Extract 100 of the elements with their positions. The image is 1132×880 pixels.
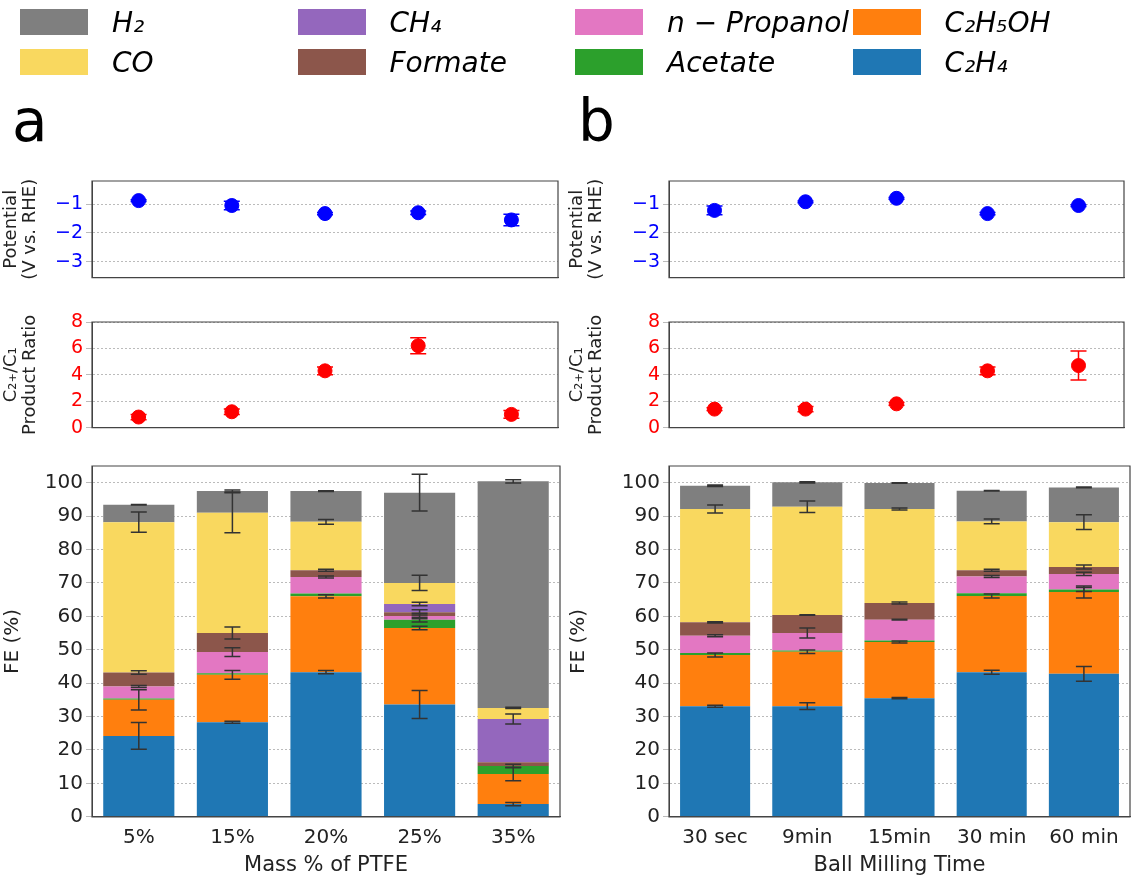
legend-label: CH₄ [389, 5, 442, 39]
y-tick-label: −3 [54, 248, 83, 271]
x-tick-label: 60 min [1049, 824, 1119, 848]
y-tick-label: 90 [634, 502, 660, 527]
bar [864, 602, 935, 620]
bar [196, 722, 268, 817]
bar [680, 706, 751, 817]
bar [477, 718, 549, 763]
y-tick-label: 40 [634, 669, 660, 694]
bar [290, 672, 362, 817]
x-tick-label: 30 sec [682, 824, 748, 848]
y-axis-title: Potential (V vs. RHE) [0, 178, 40, 280]
bar [864, 483, 935, 510]
bar [196, 652, 268, 674]
y-tick-label: 0 [647, 414, 660, 437]
y-axis-title: Potential (V vs. RHE) [565, 178, 606, 280]
bar [196, 491, 268, 513]
bar [196, 512, 268, 634]
y-axis-title: C₂₊/C₁ Product Ratio [0, 314, 40, 435]
y-tick-label: 0 [70, 414, 83, 437]
x-tick-label: 15min [867, 824, 932, 848]
bar [864, 698, 935, 817]
bar [772, 482, 843, 507]
legend-label: C₂H₅OH [944, 5, 1051, 39]
y-axis-title: FE (%) [0, 608, 23, 674]
bar [1048, 673, 1119, 817]
x-axis-title: Ball Milling Time [813, 851, 986, 876]
bar [477, 766, 549, 775]
y-tick-label: 80 [634, 535, 660, 560]
bar [680, 485, 751, 510]
bar [477, 707, 549, 719]
x-tick-label: 35% [490, 824, 536, 848]
bar [772, 506, 843, 616]
y-tick-label: 4 [70, 361, 83, 384]
y-tick-label: 60 [634, 602, 660, 627]
y-tick-label: 50 [57, 635, 83, 660]
y-tick-label: 70 [634, 569, 660, 594]
y-tick-label: 20 [634, 736, 660, 761]
bar [772, 706, 843, 817]
y-tick-label: 2 [647, 388, 660, 411]
bar [772, 651, 843, 707]
bar [103, 672, 175, 687]
legend-label: H₂ [112, 5, 145, 39]
y-tick-label: −2 [54, 219, 83, 242]
bar [196, 633, 268, 653]
text: b [578, 87, 615, 155]
y-tick-label: 90 [57, 502, 83, 527]
bar [384, 704, 456, 817]
bar [196, 674, 268, 723]
bar [680, 622, 751, 636]
y-tick-label: 8 [647, 308, 660, 331]
bar [956, 595, 1027, 673]
bar [772, 633, 843, 651]
bar [384, 582, 456, 604]
y-tick-label: 0 [70, 803, 83, 827]
legend-label: n − Propanol [667, 5, 850, 39]
bar [956, 576, 1027, 594]
legend-label: Formate [389, 45, 507, 79]
y-tick-label: 30 [634, 702, 660, 727]
y-tick-label: 30 [57, 702, 83, 727]
bar [290, 491, 362, 522]
bar [680, 655, 751, 707]
bar [103, 522, 175, 673]
y-tick-label: 100 [621, 468, 660, 493]
bar [1048, 487, 1119, 523]
bar [477, 774, 549, 805]
y-tick-label: 20 [57, 736, 83, 761]
point [1071, 358, 1086, 374]
bar [477, 804, 549, 817]
bar [680, 635, 751, 654]
bar [1048, 522, 1119, 567]
bar [103, 699, 175, 736]
bar [956, 570, 1027, 577]
y-tick-label: 70 [57, 569, 83, 594]
y-tick-label: −3 [631, 248, 660, 271]
y-tick-label: 10 [634, 769, 660, 794]
bar [1048, 591, 1119, 674]
bar [290, 521, 362, 571]
bar [290, 576, 362, 594]
bar [864, 619, 935, 641]
legend-label: C₂H₄ [944, 45, 1008, 79]
y-tick-label: 80 [57, 535, 83, 560]
bar [103, 504, 175, 523]
y-tick-label: 4 [647, 361, 660, 384]
y-tick-label: 8 [70, 308, 83, 331]
y-tick-label: 40 [57, 669, 83, 694]
x-tick-label: 25% [397, 824, 442, 848]
y-tick-label: 10 [57, 769, 83, 794]
bar [864, 509, 935, 603]
y-tick-label: 6 [70, 335, 83, 358]
bar [864, 642, 935, 699]
x-tick-label: 15% [210, 824, 255, 848]
y-tick-label: 0 [647, 803, 660, 827]
bar [384, 603, 456, 613]
x-tick-label: 9min [782, 824, 833, 848]
y-tick-label: 6 [647, 335, 660, 358]
y-tick-label: 50 [634, 635, 660, 660]
y-tick-label: −1 [631, 191, 660, 214]
bar [290, 596, 362, 673]
bar [956, 672, 1027, 817]
